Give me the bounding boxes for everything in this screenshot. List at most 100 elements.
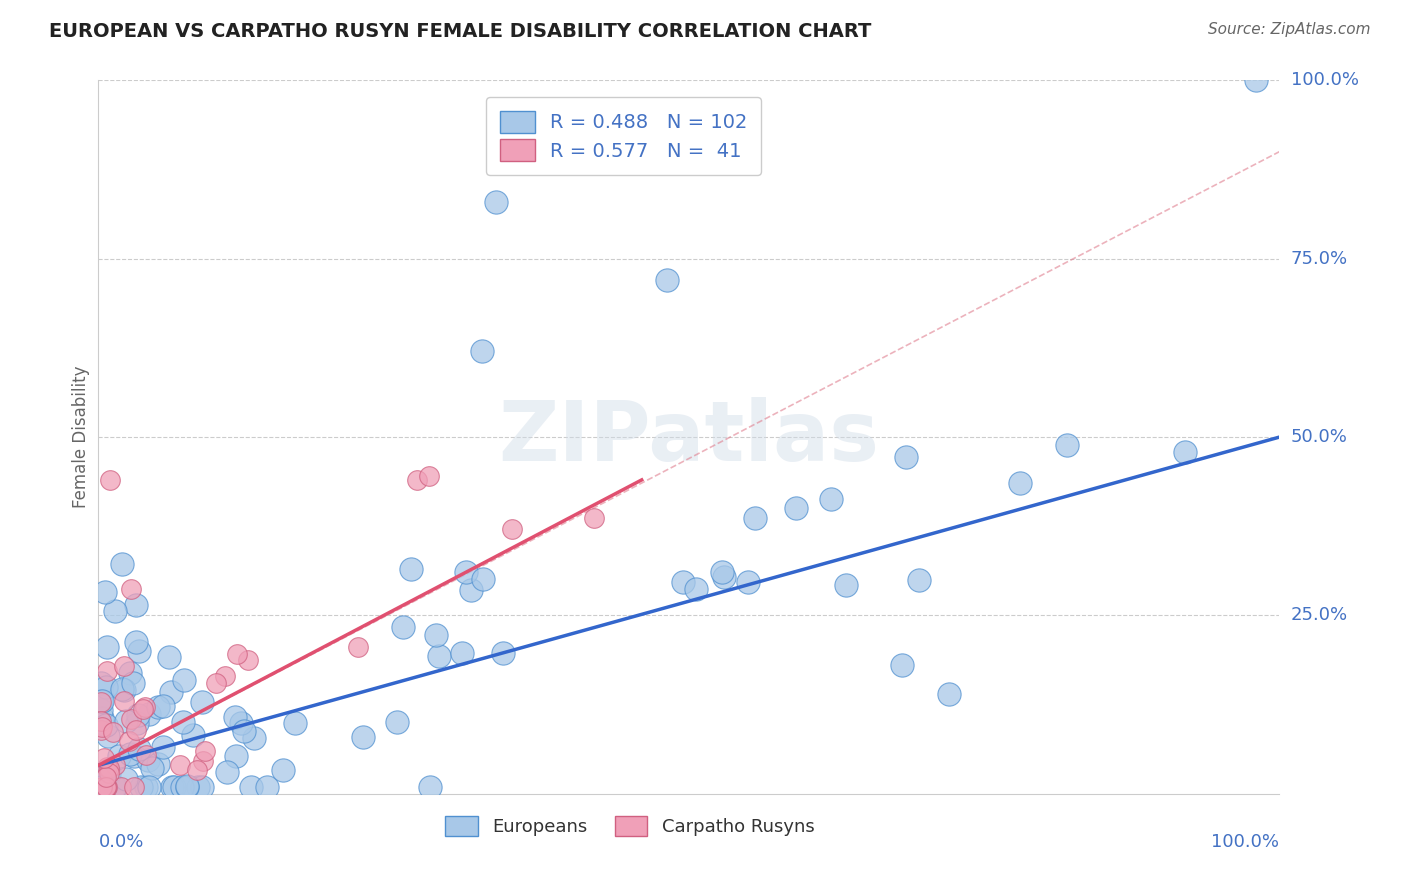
Point	[112, 683, 135, 698]
Point	[385, 714, 408, 729]
Point	[419, 780, 441, 794]
Point	[181, 728, 204, 742]
Point	[256, 780, 278, 794]
Point	[737, 575, 759, 590]
Point	[820, 491, 842, 506]
Point	[744, 511, 766, 525]
Point	[710, 565, 733, 579]
Point	[124, 635, 146, 649]
Y-axis label: Female Disability: Female Disability	[72, 366, 90, 508]
Text: Source: ZipAtlas.com: Source: ZipAtlas.com	[1208, 22, 1371, 37]
Point	[91, 780, 114, 794]
Text: EUROPEAN VS CARPATHO RUSYN FEMALE DISABILITY CORRELATION CHART: EUROPEAN VS CARPATHO RUSYN FEMALE DISABI…	[49, 22, 872, 41]
Point	[141, 761, 163, 775]
Point	[938, 687, 960, 701]
Point	[685, 582, 707, 597]
Point	[138, 753, 160, 767]
Point	[94, 718, 117, 732]
Point	[125, 598, 148, 612]
Point	[90, 780, 112, 794]
Point	[1008, 475, 1031, 490]
Text: 0.0%: 0.0%	[98, 833, 143, 851]
Point	[418, 469, 440, 483]
Point	[97, 765, 120, 780]
Point	[460, 583, 482, 598]
Point	[138, 706, 160, 721]
Point	[120, 747, 142, 762]
Point	[163, 780, 186, 794]
Point	[94, 780, 117, 794]
Point	[90, 675, 112, 690]
Point	[1056, 438, 1078, 452]
Point	[236, 653, 259, 667]
Point	[392, 619, 415, 633]
Point	[135, 747, 157, 762]
Point	[125, 723, 148, 737]
Point	[152, 698, 174, 713]
Point	[132, 701, 155, 715]
Point	[93, 751, 115, 765]
Point	[191, 754, 214, 768]
Point	[484, 194, 506, 209]
Point	[90, 703, 112, 717]
Text: 100.0%: 100.0%	[1291, 71, 1358, 89]
Point	[225, 749, 247, 764]
Point	[672, 575, 695, 590]
Point	[94, 585, 117, 599]
Point	[134, 700, 156, 714]
Point	[108, 749, 131, 764]
Point	[91, 694, 114, 708]
Point	[131, 780, 153, 794]
Point	[284, 715, 307, 730]
Point	[501, 522, 523, 536]
Point	[186, 780, 208, 794]
Point	[399, 562, 422, 576]
Point	[93, 780, 115, 794]
Point	[226, 647, 249, 661]
Point	[583, 511, 606, 525]
Point	[896, 450, 918, 464]
Point	[122, 748, 145, 763]
Point	[127, 715, 149, 730]
Point	[97, 729, 120, 743]
Point	[90, 775, 112, 789]
Point	[114, 772, 136, 786]
Point	[94, 680, 117, 694]
Point	[90, 695, 112, 709]
Point	[1244, 73, 1267, 87]
Point	[98, 473, 121, 487]
Point	[120, 712, 142, 726]
Point	[425, 628, 447, 642]
Point	[456, 565, 478, 579]
Point	[450, 646, 472, 660]
Point	[128, 741, 150, 756]
Point	[169, 758, 191, 772]
Point	[96, 760, 118, 774]
Point	[122, 676, 145, 690]
Point	[104, 780, 127, 794]
Point	[90, 714, 112, 729]
Point	[173, 673, 195, 688]
Point	[138, 780, 160, 794]
Point	[160, 780, 183, 794]
Point	[352, 730, 374, 744]
Point	[176, 780, 198, 794]
Point	[112, 694, 135, 708]
Point	[112, 659, 135, 673]
Text: 75.0%: 75.0%	[1291, 250, 1348, 268]
Text: 25.0%: 25.0%	[1291, 607, 1348, 624]
Point	[835, 578, 858, 592]
Point	[94, 780, 117, 794]
Point	[96, 640, 118, 654]
Point	[170, 780, 193, 794]
Point	[655, 273, 678, 287]
Point	[471, 344, 494, 359]
Point	[90, 711, 112, 725]
Point	[890, 658, 912, 673]
Point	[148, 756, 170, 771]
Point	[152, 740, 174, 755]
Point	[713, 570, 735, 584]
Point	[231, 715, 253, 730]
Point	[172, 715, 194, 730]
Point	[90, 694, 112, 708]
